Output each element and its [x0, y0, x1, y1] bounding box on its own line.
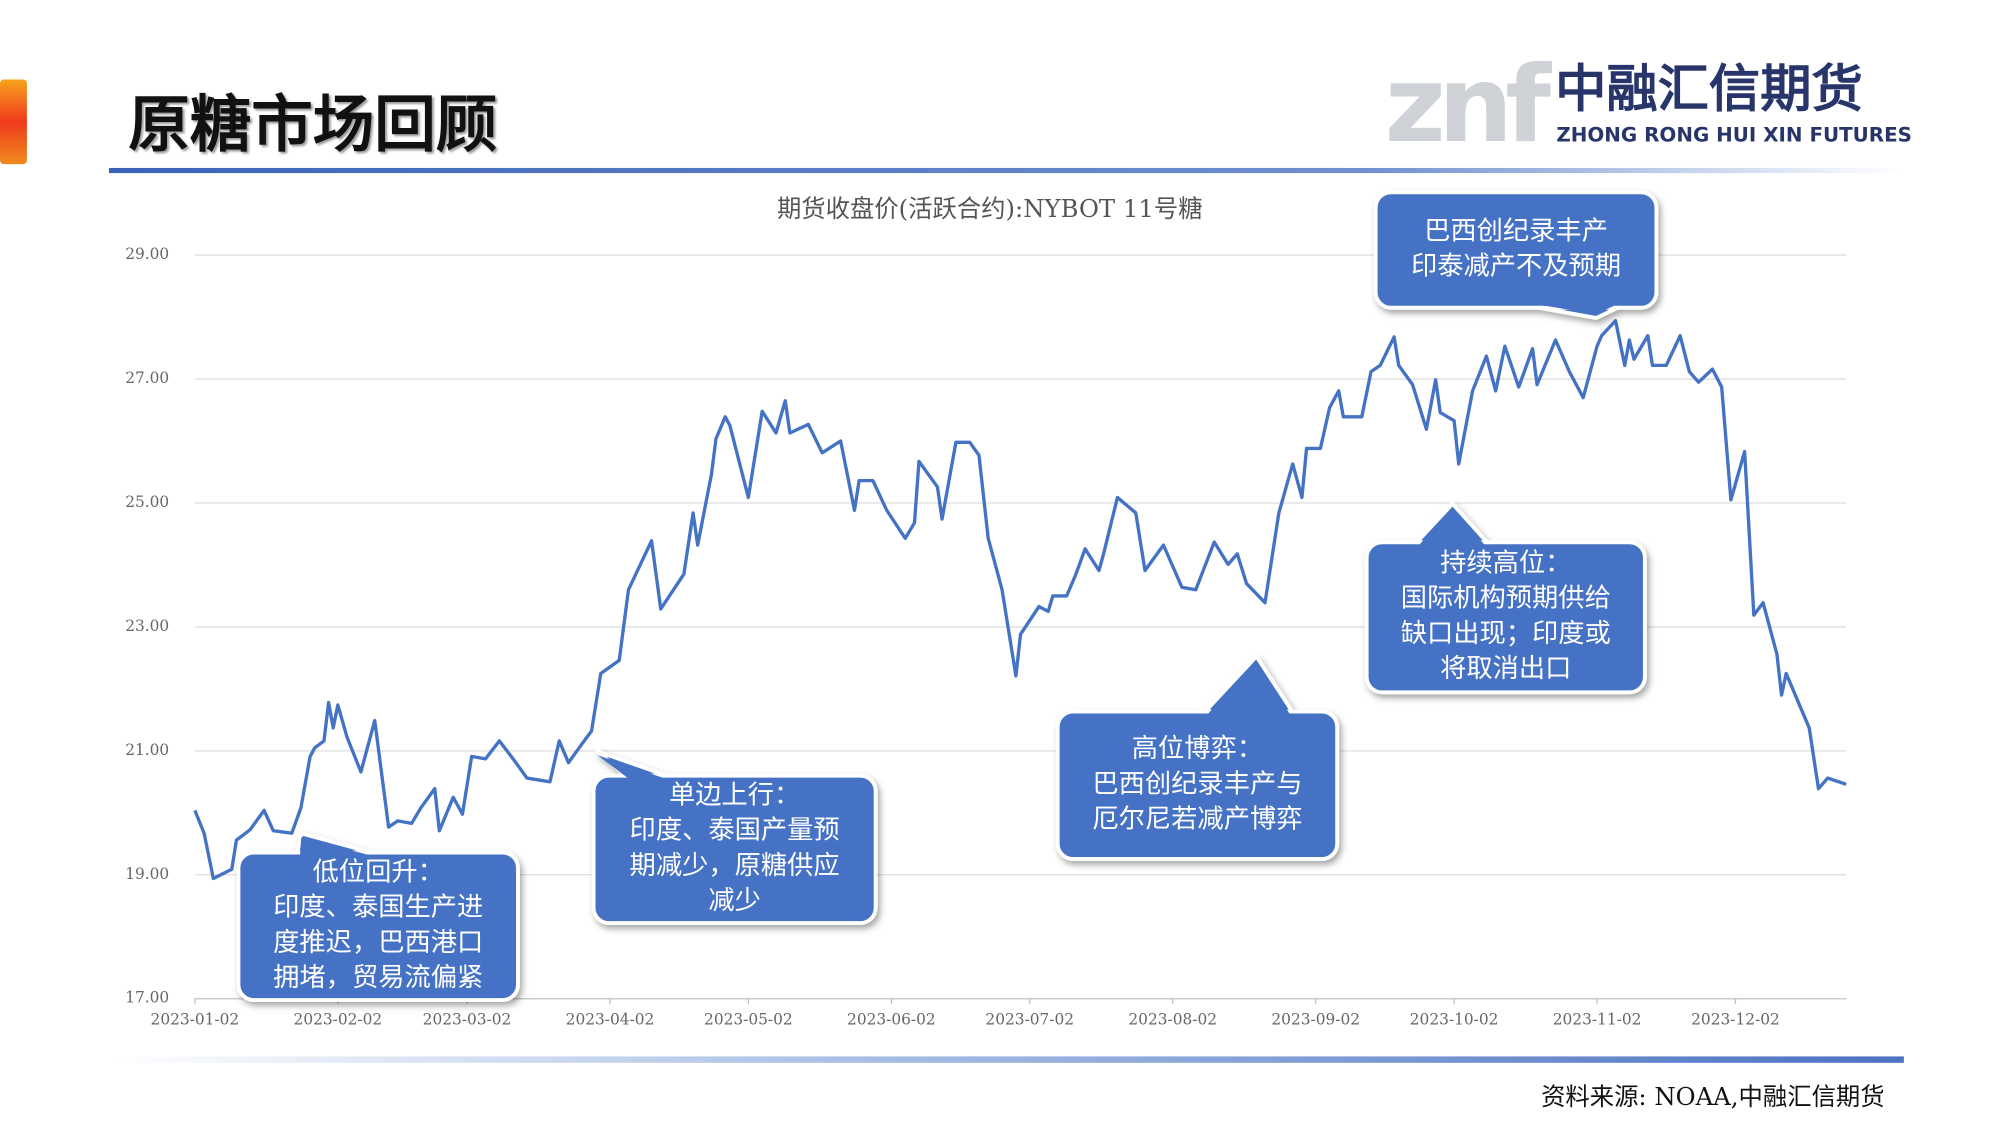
callout-box [1373, 190, 1659, 310]
callout-text: 印泰减产不及预期 [1411, 252, 1621, 282]
x-tick-label: 2023-08-02 [1128, 1011, 1217, 1029]
x-tick-label: 2023-04-02 [566, 1011, 655, 1029]
y-tick-label: 19.00 [125, 865, 169, 883]
x-tick-label: 2023-12-02 [1691, 1011, 1780, 1029]
callout-text: 高位博弈： [1132, 734, 1263, 764]
header-accent [0, 79, 27, 165]
callout-joint [1207, 660, 1290, 715]
y-tick-label: 25.00 [125, 493, 169, 511]
x-tick-label: 2023-05-02 [704, 1011, 793, 1029]
callout-joint [597, 755, 665, 779]
chart-title: 期货收盘价(活跃合约):NYBOT 11号糖 [777, 194, 1203, 223]
callout-text: 将取消出口 [1440, 654, 1571, 684]
callout-box [1364, 540, 1647, 695]
header-rule [108, 167, 1904, 174]
x-tick-label: 2023-11-02 [1553, 1011, 1642, 1029]
x-tick-label: 2023-03-02 [423, 1011, 512, 1029]
x-tick-label: 2023-10-02 [1410, 1011, 1499, 1029]
callout-text: 缺口出现；印度或 [1401, 619, 1611, 649]
callout [1055, 654, 1340, 861]
callout-text: 国际机构预期供给 [1401, 584, 1611, 614]
callout-joint [1541, 305, 1616, 315]
callout-text: 度推迟，巴西港口 [273, 928, 483, 958]
callout-text: 持续高位： [1440, 548, 1571, 578]
y-tick-label: 23.00 [125, 617, 169, 635]
callout-text: 厄尔尼若减产博弈 [1092, 805, 1302, 835]
x-tick-label: 2023-07-02 [985, 1011, 1074, 1029]
x-tick-label: 2023-06-02 [847, 1011, 936, 1029]
y-tick-label: 29.00 [125, 245, 169, 263]
y-tick-label: 21.00 [125, 741, 169, 759]
callout [1373, 190, 1659, 320]
logo-english: ZHONG RONG HUI XIN FUTURES [1556, 123, 1912, 146]
callout-box [1055, 709, 1340, 861]
callout-box [236, 850, 520, 1002]
callout [1364, 501, 1647, 695]
callout [591, 749, 878, 926]
callout-text: 印度、泰国产量预 [630, 816, 840, 846]
callout-text: 巴西创纪录丰产与 [1092, 769, 1302, 799]
footer-rule [108, 1056, 1904, 1063]
callout-box [591, 773, 878, 926]
x-tick-label: 2023-02-02 [294, 1011, 383, 1029]
logo-name: 中融汇信期货 [1555, 59, 1863, 119]
logo-mark: znf [1385, 43, 1553, 166]
slide-title: 原糖市场回顾 [128, 88, 497, 160]
callout-text: 期减少，原糖供应 [630, 851, 840, 881]
y-tick-label: 27.00 [125, 369, 169, 387]
price-line [193, 319, 1847, 881]
callout [236, 831, 520, 1002]
y-tick-label: 17.00 [125, 989, 169, 1007]
callout-text: 减少 [708, 886, 761, 916]
source-note: 资料来源: NOAA,中融汇信期货 [1541, 1082, 1885, 1111]
x-tick-label: 2023-09-02 [1271, 1011, 1360, 1029]
callout-joint [1419, 507, 1485, 545]
x-tick-label: 2023-01-02 [151, 1011, 240, 1029]
callout-text: 印度、泰国生产进 [273, 893, 483, 923]
callout-text: 单边上行： [669, 780, 800, 810]
callout-joint [300, 837, 370, 856]
callout-text: 拥堵，贸易流偏紧 [273, 963, 483, 993]
callout-text: 低位回升： [313, 857, 444, 887]
callout-text: 巴西创纪录丰产 [1424, 216, 1608, 246]
